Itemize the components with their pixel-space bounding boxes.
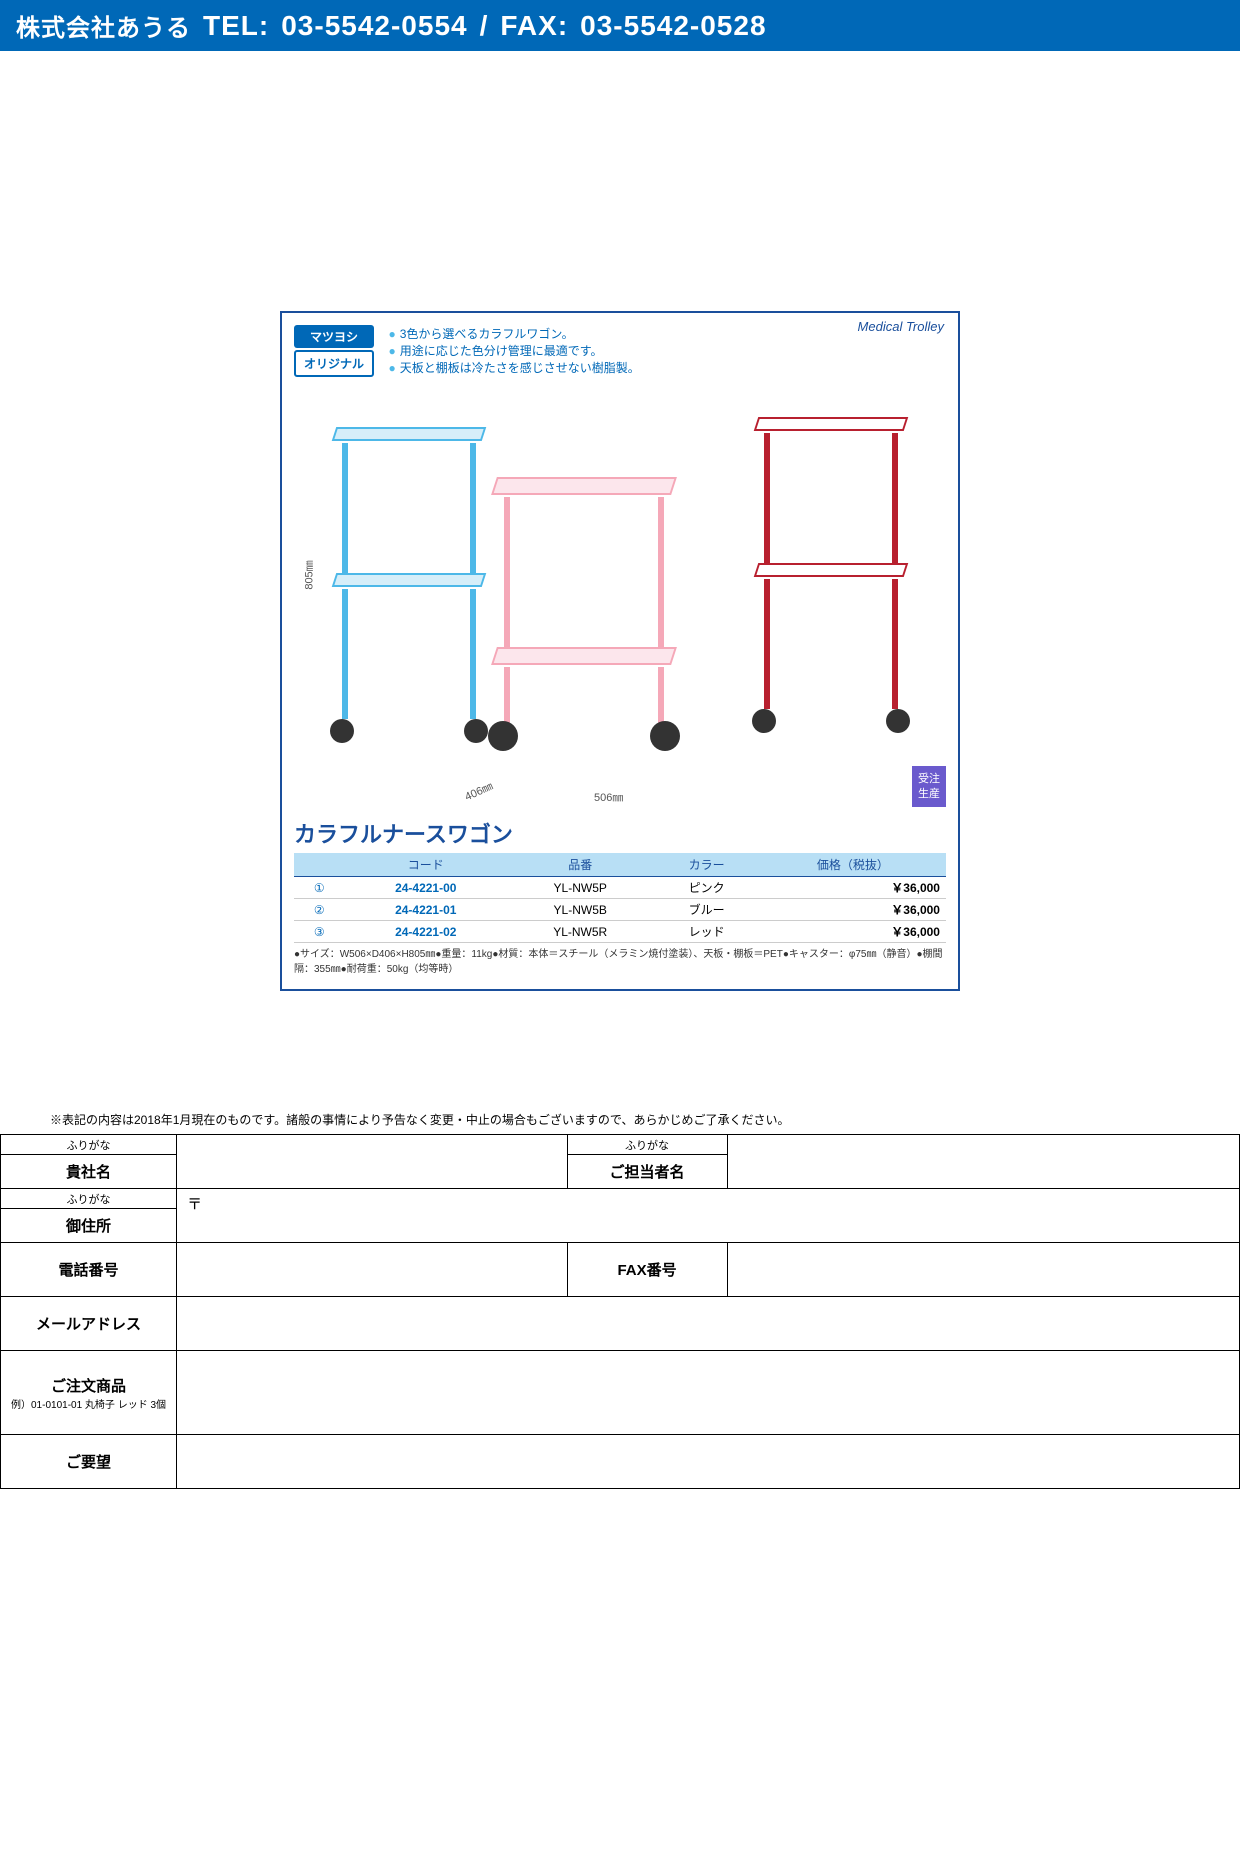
furigana-label-1: ふりがな <box>1 1135 177 1155</box>
tel-number: 03-5542-0554 <box>281 10 467 42</box>
cell-num: ② <box>294 899 344 921</box>
bullet-3: 天板と棚板は冷たさを感じさせない樹脂製。 <box>388 359 639 376</box>
order-items-label: ご注文商品 例）01-0101-01 丸椅子 レッド 3個 <box>1 1351 177 1435</box>
address-input[interactable]: 〒 <box>177 1189 1240 1243</box>
tel-label: TEL: <box>203 10 269 42</box>
contact-name-input[interactable] <box>727 1135 1239 1189</box>
spec-table: コード 品番 カラー 価格（税抜） ① 24-4221-00 YL-NW5P ピ… <box>294 853 946 943</box>
order-items-input[interactable] <box>177 1351 1240 1435</box>
th-code: コード <box>344 853 507 877</box>
made-to-order-badge: 受注 生産 <box>912 766 946 807</box>
brand-badge-group: マツヨシ オリジナル <box>294 325 374 377</box>
content-area: Medical Trolley マツヨシ オリジナル 3色から選べるカラフルワゴ… <box>0 51 1240 1111</box>
company-name-input[interactable] <box>177 1135 567 1189</box>
cell-num: ① <box>294 877 344 899</box>
cell-code: 24-4221-02 <box>344 921 507 943</box>
cell-price: ￥36,000 <box>760 877 946 899</box>
email-label: メールアドレス <box>1 1297 177 1351</box>
company-name-label: 貴社名 <box>1 1155 177 1189</box>
requests-input[interactable] <box>177 1435 1240 1489</box>
cell-price: ￥36,000 <box>760 921 946 943</box>
category-label: Medical Trolley <box>858 319 944 334</box>
tel-input[interactable] <box>177 1243 567 1297</box>
bullet-2: 用途に応じた色分け管理に最適です。 <box>388 342 639 359</box>
company-name: 株式会社あうる <box>16 8 191 43</box>
cell-price: ￥36,000 <box>760 899 946 921</box>
order-form: ふりがな ふりがな 貴社名 ご担当者名 ふりがな 〒 御住所 電話番号 FAX番… <box>0 1134 1240 1489</box>
trolley-pink <box>494 477 674 727</box>
catalog-panel: Medical Trolley マツヨシ オリジナル 3色から選べるカラフルワゴ… <box>280 311 960 991</box>
dim-height: 805㎜ <box>301 560 317 589</box>
table-row: ② 24-4221-01 YL-NW5B ブルー ￥36,000 <box>294 899 946 921</box>
address-label: 御住所 <box>1 1209 177 1243</box>
fax-label: FAX: <box>500 10 568 42</box>
spec-note: ●サイズ：W506×D406×H805㎜●重量：11kg●材質：本体＝スチール（… <box>294 947 946 977</box>
fax-number: 03-5542-0528 <box>580 10 766 42</box>
feature-bullets: 3色から選べるカラフルワゴン。 用途に応じた色分け管理に最適です。 天板と棚板は… <box>388 325 639 376</box>
cell-code: 24-4221-00 <box>344 877 507 899</box>
separator: / <box>480 10 489 42</box>
product-title: カラフルナースワゴン <box>294 817 946 849</box>
fax-label: FAX番号 <box>567 1243 727 1297</box>
fax-input[interactable] <box>727 1243 1239 1297</box>
table-header-row: コード 品番 カラー 価格（税抜） <box>294 853 946 877</box>
cell-model: YL-NW5B <box>507 899 653 921</box>
cell-code: 24-4221-01 <box>344 899 507 921</box>
dim-width: 506㎜ <box>594 789 623 805</box>
top-info-row: マツヨシ オリジナル 3色から選べるカラフルワゴン。 用途に応じた色分け管理に最… <box>294 325 946 377</box>
dim-depth: 406㎜ <box>462 778 495 805</box>
table-row: ① 24-4221-00 YL-NW5P ピンク ￥36,000 <box>294 877 946 899</box>
cell-model: YL-NW5P <box>507 877 653 899</box>
table-row: ③ 24-4221-02 YL-NW5R レッド ￥36,000 <box>294 921 946 943</box>
brand-badge: マツヨシ <box>294 325 374 348</box>
postal-mark: 〒 <box>187 1196 202 1213</box>
cell-model: YL-NW5R <box>507 921 653 943</box>
cell-color: ブルー <box>653 899 759 921</box>
trolley-blue <box>334 427 484 719</box>
furigana-label-3: ふりがな <box>1 1189 177 1209</box>
page-header: 株式会社あうる TEL: 03-5542-0554 / FAX: 03-5542-0… <box>0 0 1240 51</box>
bullet-1: 3色から選べるカラフルワゴン。 <box>388 325 639 342</box>
contact-name-label: ご担当者名 <box>567 1155 727 1189</box>
product-image: 805㎜ 406㎜ 506㎜ 受注 生産 <box>294 387 946 807</box>
furigana-label-2: ふりがな <box>567 1135 727 1155</box>
order-items-text: ご注文商品 <box>51 1378 126 1395</box>
th-num <box>294 853 344 877</box>
disclaimer-text: ※表記の内容は2018年1月現在のものです。諸般の事情により予告なく変更・中止の… <box>0 1111 1240 1134</box>
requests-label: ご要望 <box>1 1435 177 1489</box>
order-example: 例）01-0101-01 丸椅子 レッド 3個 <box>11 1396 166 1411</box>
cell-color: ピンク <box>653 877 759 899</box>
cell-num: ③ <box>294 921 344 943</box>
cell-color: レッド <box>653 921 759 943</box>
th-model: 品番 <box>507 853 653 877</box>
original-badge: オリジナル <box>294 350 374 377</box>
trolley-red <box>756 417 906 709</box>
th-price: 価格（税抜） <box>760 853 946 877</box>
th-color: カラー <box>653 853 759 877</box>
tel-label: 電話番号 <box>1 1243 177 1297</box>
email-input[interactable] <box>177 1297 1240 1351</box>
